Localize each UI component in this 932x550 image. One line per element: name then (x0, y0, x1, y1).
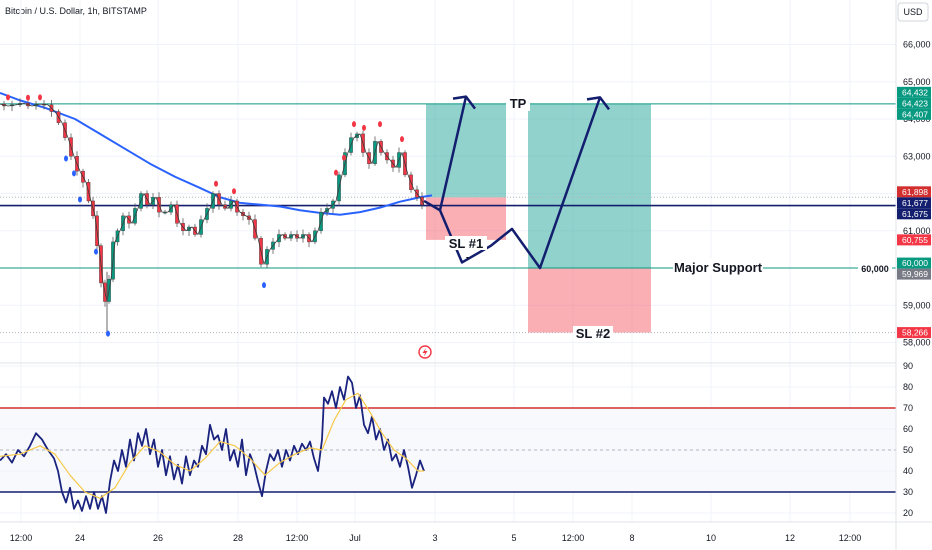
oscillator-scale[interactable]: 90 80 70 60 50 40 30 20 (903, 361, 913, 518)
projection-branch (438, 96, 468, 211)
price-tag (897, 234, 931, 246)
sell-marker (352, 121, 356, 128)
price-line (0, 102, 425, 302)
major-support-value-label: 60,000 (858, 262, 892, 275)
sell-marker (6, 94, 10, 101)
sl-zone (528, 268, 651, 333)
sell-marker (400, 136, 404, 143)
price-tick-label: 59,000 (903, 300, 931, 310)
major-support-label: Major Support (673, 259, 763, 275)
time-tick-label: Jul (349, 533, 361, 543)
time-tick-label: 12 (785, 533, 795, 543)
sl2-label: SL #2 (573, 326, 613, 341)
oscillator-tick-label: 40 (903, 466, 913, 476)
price-tag (897, 186, 931, 198)
time-tick-label: 12:00 (10, 533, 33, 543)
price-tag-label: 61,898 (902, 187, 928, 197)
time-tick-label: 12:00 (839, 533, 862, 543)
oscillator-tick-label: 20 (903, 508, 913, 518)
price-tag-label: 64,432 (902, 87, 928, 97)
price-tag (897, 197, 931, 209)
sell-marker (334, 169, 338, 176)
price-tag (897, 108, 931, 120)
price-tag-label: 64,407 (902, 109, 928, 119)
sell-marker (26, 94, 30, 101)
sell-marker (342, 154, 346, 161)
sl1-label: SL #1 (445, 236, 487, 260)
signal-markers (6, 94, 404, 337)
time-tick-label: 5 (511, 533, 516, 543)
projection-path (423, 95, 610, 270)
sell-marker (232, 188, 236, 195)
buy-marker (64, 155, 68, 162)
time-tick-label: 26 (153, 533, 163, 543)
svg-text:60,000: 60,000 (861, 264, 889, 274)
sell-marker (214, 180, 218, 187)
buy-marker (78, 196, 82, 203)
time-tick-label: 28 (233, 533, 243, 543)
price-tag (897, 327, 931, 339)
price-tick-label: 61,000 (903, 226, 931, 236)
buy-marker (106, 330, 110, 337)
arrowhead (586, 96, 610, 111)
oscillator-line (0, 392, 424, 499)
oscillator-tick-label: 60 (903, 424, 913, 434)
price-tag-label: 64,423 (902, 98, 928, 108)
currency-label: USD (903, 7, 923, 17)
time-tick-label: 12:00 (286, 533, 309, 543)
tp-label: TP (506, 96, 530, 111)
time-tick-label: 12:00 (562, 533, 585, 543)
price-tag-label: 60,000 (902, 258, 928, 268)
sl-zone (426, 197, 506, 240)
price-tag (897, 208, 931, 220)
trade-zones (426, 103, 651, 333)
lightning-icon (418, 345, 432, 359)
price-tag (897, 97, 931, 109)
time-scale[interactable]: 12:00 24 26 28 12:00 Jul 3 5 12:00 8 10 12 12:00 (10, 533, 862, 543)
price-tag-label: 59,969 (902, 269, 928, 279)
oscillator-tick-label: 90 (903, 361, 913, 371)
oscillator-series (0, 375, 425, 514)
price-series (0, 98, 425, 334)
price-tag (897, 86, 931, 98)
sell-marker (378, 121, 382, 128)
svg-text:SL #1: SL #1 (449, 236, 483, 251)
svg-text:Major Support: Major Support (674, 260, 763, 275)
price-tag-label: 58,266 (902, 328, 928, 338)
oscillator-line (0, 375, 425, 514)
price-tag (897, 268, 931, 280)
chevron-down-icon (466, 257, 469, 260)
svg-text:TP: TP (510, 96, 527, 111)
price-tick-label: 58,000 (903, 338, 931, 348)
sell-marker (362, 124, 366, 131)
time-tick-label: 8 (629, 533, 634, 543)
price-tag-label: 60,755 (902, 235, 928, 245)
price-tag (897, 257, 931, 269)
svg-text:SL #2: SL #2 (576, 326, 610, 341)
tp-zone (426, 103, 506, 198)
buy-marker (262, 282, 266, 289)
oscillator-tick-label: 50 (903, 445, 913, 455)
price-tag-label: 61,675 (902, 209, 928, 219)
currency-button[interactable]: USD (897, 2, 929, 22)
price-tag-label: 61,677 (902, 198, 928, 208)
oscillator-tick-label: 80 (903, 382, 913, 392)
moving-average (0, 91, 433, 216)
time-tick-label: 3 (432, 533, 437, 543)
moving-average-line (0, 91, 433, 216)
buy-marker (94, 248, 98, 255)
time-tick-label: 10 (706, 533, 716, 543)
chart-title: Bitcoin / U.S. Dollar, 1h, BITSTAMP (5, 6, 147, 16)
time-tick-label: 24 (75, 533, 85, 543)
oscillator-tick-label: 30 (903, 487, 913, 497)
sell-marker (38, 94, 42, 101)
oscillator-tick-label: 70 (903, 403, 913, 413)
buy-marker (72, 170, 76, 177)
price-tick-label: 65,000 (903, 77, 931, 87)
price-tick-label: 63,000 (903, 151, 931, 161)
price-tick-label: 66,000 (903, 40, 931, 50)
arrowhead (452, 95, 476, 110)
